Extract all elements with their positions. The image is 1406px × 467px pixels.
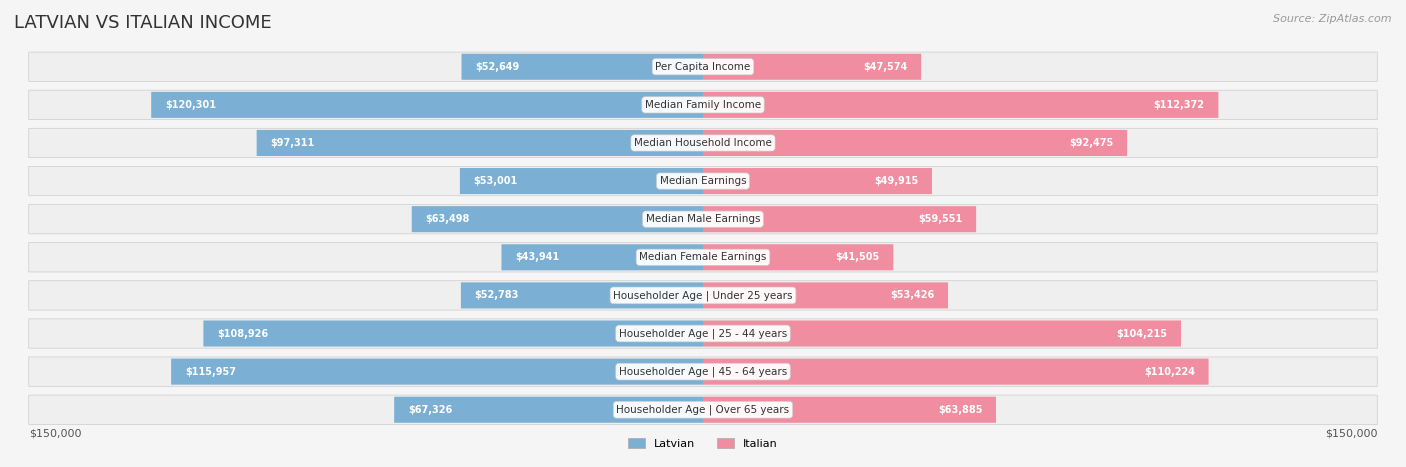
- Text: Householder Age | 25 - 44 years: Householder Age | 25 - 44 years: [619, 328, 787, 339]
- FancyBboxPatch shape: [703, 54, 921, 80]
- FancyBboxPatch shape: [28, 166, 1378, 196]
- FancyBboxPatch shape: [703, 206, 976, 232]
- FancyBboxPatch shape: [703, 283, 948, 308]
- Text: Householder Age | Under 25 years: Householder Age | Under 25 years: [613, 290, 793, 301]
- FancyBboxPatch shape: [703, 244, 893, 270]
- FancyBboxPatch shape: [28, 281, 1378, 310]
- Text: $104,215: $104,215: [1116, 328, 1167, 339]
- FancyBboxPatch shape: [28, 243, 1378, 272]
- Text: $49,915: $49,915: [875, 176, 918, 186]
- Text: Per Capita Income: Per Capita Income: [655, 62, 751, 72]
- Text: $41,505: $41,505: [835, 252, 880, 262]
- FancyBboxPatch shape: [502, 244, 703, 270]
- FancyBboxPatch shape: [703, 168, 932, 194]
- Text: $110,224: $110,224: [1144, 367, 1195, 376]
- FancyBboxPatch shape: [28, 128, 1378, 158]
- Text: $150,000: $150,000: [28, 429, 82, 439]
- Text: Householder Age | Over 65 years: Householder Age | Over 65 years: [616, 404, 790, 415]
- FancyBboxPatch shape: [28, 52, 1378, 81]
- Text: $67,326: $67,326: [408, 405, 453, 415]
- Text: $53,001: $53,001: [474, 176, 517, 186]
- Legend: Latvian, Italian: Latvian, Italian: [624, 434, 782, 454]
- Text: Median Earnings: Median Earnings: [659, 176, 747, 186]
- Text: Householder Age | 45 - 64 years: Householder Age | 45 - 64 years: [619, 367, 787, 377]
- Text: Median Female Earnings: Median Female Earnings: [640, 252, 766, 262]
- Text: $53,426: $53,426: [890, 290, 935, 300]
- Text: LATVIAN VS ITALIAN INCOME: LATVIAN VS ITALIAN INCOME: [14, 14, 271, 32]
- Text: Source: ZipAtlas.com: Source: ZipAtlas.com: [1274, 14, 1392, 24]
- FancyBboxPatch shape: [703, 92, 1219, 118]
- Text: $112,372: $112,372: [1154, 100, 1205, 110]
- FancyBboxPatch shape: [204, 320, 703, 347]
- Text: Median Male Earnings: Median Male Earnings: [645, 214, 761, 224]
- Text: $47,574: $47,574: [863, 62, 907, 72]
- FancyBboxPatch shape: [28, 319, 1378, 348]
- FancyBboxPatch shape: [172, 359, 703, 385]
- Text: Median Household Income: Median Household Income: [634, 138, 772, 148]
- Text: $52,649: $52,649: [475, 62, 520, 72]
- FancyBboxPatch shape: [257, 130, 703, 156]
- FancyBboxPatch shape: [394, 396, 703, 423]
- FancyBboxPatch shape: [28, 205, 1378, 234]
- FancyBboxPatch shape: [461, 283, 703, 308]
- Text: $97,311: $97,311: [270, 138, 315, 148]
- Text: $43,941: $43,941: [515, 252, 560, 262]
- Text: $115,957: $115,957: [186, 367, 236, 376]
- FancyBboxPatch shape: [460, 168, 703, 194]
- FancyBboxPatch shape: [152, 92, 703, 118]
- Text: $59,551: $59,551: [918, 214, 962, 224]
- Text: $108,926: $108,926: [217, 328, 269, 339]
- FancyBboxPatch shape: [703, 396, 995, 423]
- Text: $52,783: $52,783: [475, 290, 519, 300]
- FancyBboxPatch shape: [412, 206, 703, 232]
- FancyBboxPatch shape: [703, 359, 1209, 385]
- Text: $63,885: $63,885: [938, 405, 983, 415]
- Text: $92,475: $92,475: [1069, 138, 1114, 148]
- Text: $150,000: $150,000: [1324, 429, 1378, 439]
- Text: $120,301: $120,301: [165, 100, 217, 110]
- FancyBboxPatch shape: [703, 130, 1128, 156]
- FancyBboxPatch shape: [703, 320, 1181, 347]
- FancyBboxPatch shape: [461, 54, 703, 80]
- FancyBboxPatch shape: [28, 357, 1378, 386]
- Text: Median Family Income: Median Family Income: [645, 100, 761, 110]
- FancyBboxPatch shape: [28, 90, 1378, 120]
- FancyBboxPatch shape: [28, 395, 1378, 425]
- Text: $63,498: $63,498: [426, 214, 470, 224]
